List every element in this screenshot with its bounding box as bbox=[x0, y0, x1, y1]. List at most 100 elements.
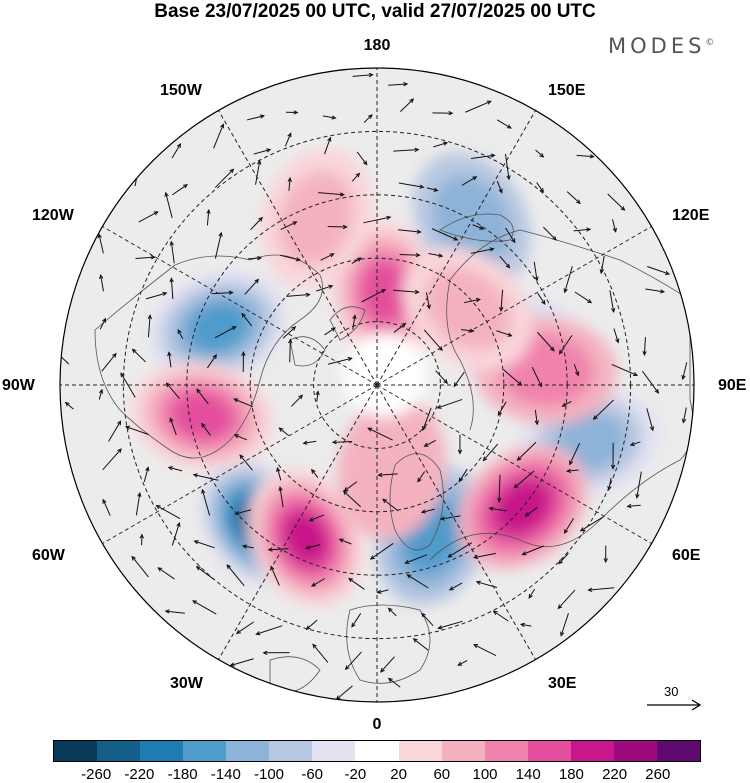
wind-arrow bbox=[557, 589, 576, 610]
wind-arrow bbox=[201, 422, 211, 436]
lon-label-0: 0 bbox=[372, 716, 382, 733]
wind-arrow bbox=[400, 98, 415, 113]
colorbar-cell bbox=[97, 741, 141, 761]
positive-anomaly bbox=[424, 267, 512, 351]
colorbar-tick-label: 140 bbox=[515, 766, 541, 783]
colorbar-cell bbox=[183, 741, 227, 761]
lon-label-120e: 120E bbox=[672, 207, 710, 224]
colorbar-tick-label: 260 bbox=[645, 766, 671, 783]
polar-map bbox=[59, 67, 695, 703]
wind-arrow bbox=[229, 658, 254, 667]
positive-anomaly bbox=[170, 391, 234, 441]
wind-arrow bbox=[352, 314, 357, 330]
reference-vector-value: 30 bbox=[664, 684, 679, 699]
wind-arrow bbox=[234, 509, 252, 516]
wind-arrow bbox=[563, 517, 575, 535]
wind-arrow bbox=[60, 350, 70, 365]
wind-arrow bbox=[611, 364, 639, 377]
map-title: Base 23/07/2025 00 UTC, valid 27/07/2025… bbox=[154, 1, 596, 22]
wind-arrow bbox=[399, 252, 421, 258]
wind-arrow bbox=[312, 643, 329, 663]
wind-arrow bbox=[406, 574, 429, 589]
lon-label-90e: 90E bbox=[718, 377, 747, 394]
wind-arrow bbox=[196, 388, 209, 405]
meridian-line bbox=[376, 110, 536, 386]
wind-arrow bbox=[492, 610, 509, 622]
colorbar-cell bbox=[656, 741, 700, 761]
wind-arrow bbox=[642, 337, 647, 357]
wind-arrow bbox=[131, 555, 149, 578]
wind-arrow bbox=[211, 290, 234, 295]
wind-arrow bbox=[177, 328, 184, 340]
wind-arrow bbox=[253, 148, 272, 155]
colorbar-tick-label: 180 bbox=[558, 766, 584, 783]
wind-arrow bbox=[558, 552, 569, 565]
wind-arrow bbox=[244, 278, 260, 295]
wind-arrow bbox=[579, 516, 604, 532]
wind-arrow bbox=[566, 191, 581, 205]
wind-arrow bbox=[363, 215, 392, 224]
wind-arrow bbox=[626, 503, 641, 509]
wind-arrow bbox=[169, 240, 175, 264]
wind-arrow bbox=[164, 609, 185, 614]
wind-arrow bbox=[609, 290, 616, 313]
wind-arrow bbox=[241, 312, 253, 327]
wind-arrow bbox=[587, 587, 615, 593]
wind-arrow bbox=[276, 466, 282, 481]
wind-arrow bbox=[641, 370, 660, 394]
colorbar-cell bbox=[269, 741, 313, 761]
wind-arrow bbox=[535, 149, 545, 158]
wind-arrow bbox=[393, 147, 420, 152]
wind-arrow bbox=[318, 192, 345, 197]
wind-arrow bbox=[361, 289, 387, 303]
colorbar-cell bbox=[312, 741, 356, 761]
wind-arrow bbox=[435, 370, 448, 384]
wind-arrow bbox=[226, 564, 245, 587]
colorbar-tick-label: -220 bbox=[124, 766, 155, 783]
meridian-line bbox=[376, 384, 652, 544]
wind-arrow bbox=[569, 442, 581, 466]
wind-arrow bbox=[255, 625, 283, 636]
colorbar-tick-label: -260 bbox=[81, 766, 112, 783]
wind-arrow bbox=[235, 621, 255, 634]
positive-anomaly bbox=[337, 396, 447, 540]
wind-arrow bbox=[647, 266, 671, 275]
meridian-line bbox=[218, 110, 378, 386]
wind-arrow bbox=[193, 540, 215, 549]
wind-arrow bbox=[143, 466, 150, 482]
wind-arrow bbox=[124, 425, 150, 436]
wind-arrow bbox=[502, 368, 523, 386]
polar-cap bbox=[343, 333, 427, 417]
wind-arrow bbox=[250, 216, 264, 231]
wind-arrow bbox=[573, 364, 580, 377]
wind-arrow bbox=[505, 227, 516, 244]
wind-arrow bbox=[101, 352, 117, 372]
wind-arrow bbox=[167, 351, 172, 368]
wind-arrow bbox=[603, 545, 608, 564]
lon-label-150w: 150W bbox=[160, 82, 202, 99]
wind-arrow bbox=[646, 408, 655, 432]
wind-arrow bbox=[420, 508, 435, 514]
brand-logo: MODES© bbox=[608, 34, 714, 58]
wind-arrow bbox=[367, 427, 393, 441]
wind-arrow bbox=[497, 474, 502, 503]
wind-arrow bbox=[99, 274, 104, 292]
wind-arrow bbox=[496, 330, 513, 337]
wind-arrow bbox=[311, 468, 319, 478]
wind-arrow bbox=[135, 255, 156, 260]
colorbar bbox=[53, 740, 701, 762]
wind-arrow bbox=[351, 613, 362, 628]
wind-arrow bbox=[376, 589, 389, 594]
wind-arrow bbox=[102, 448, 122, 471]
wind-arrow bbox=[563, 266, 573, 294]
wind-arrow bbox=[342, 490, 362, 508]
wind-arrow bbox=[239, 454, 253, 471]
wind-arrow bbox=[278, 486, 284, 508]
wind-arrow bbox=[192, 473, 219, 481]
wind-arrow bbox=[499, 289, 504, 312]
wind-arrow bbox=[352, 72, 374, 78]
wind-arrow bbox=[404, 554, 428, 564]
wind-arrow bbox=[316, 284, 334, 292]
graticule bbox=[60, 68, 694, 702]
wind-arrow bbox=[433, 141, 449, 148]
